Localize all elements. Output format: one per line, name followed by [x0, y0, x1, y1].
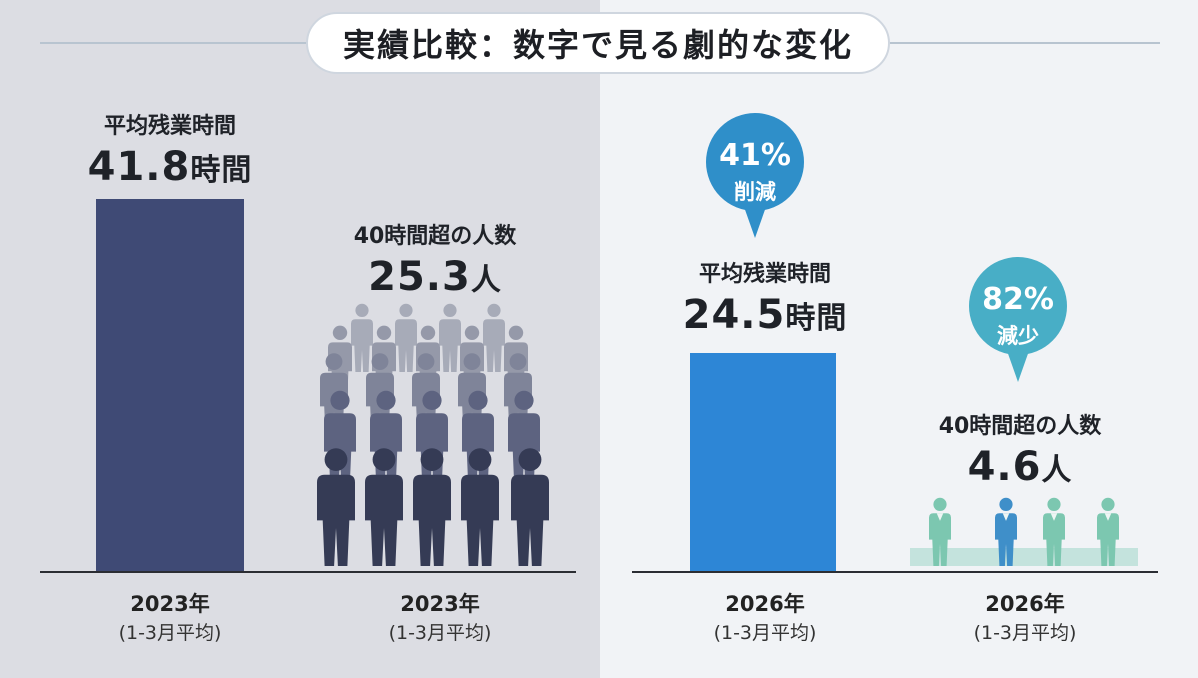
callout-41-value: 41%: [719, 138, 791, 173]
overtime-label-2023: 平均残業時間: [103, 114, 236, 139]
crowd-person-21: [365, 448, 403, 566]
callout-82-bubble: 82% 減少: [968, 256, 1068, 386]
crowd-person-24: [511, 448, 549, 566]
callout-82-shape: [969, 257, 1067, 382]
bar-overtime-2023: [96, 199, 244, 571]
bar-overtime-2026: [690, 352, 836, 571]
over40-value-2023: 25.3人: [320, 254, 550, 300]
team-person-2: [995, 497, 1017, 566]
crowd-person-3: [439, 303, 461, 372]
team-base-band: [910, 548, 1138, 566]
overtime-number-2026: 24.5: [682, 292, 786, 338]
over40-unit-2023: 人: [470, 263, 502, 298]
callout-41-shape: [706, 113, 804, 238]
over40-value-2026: 4.6人: [920, 444, 1120, 490]
overtime-value-2023: 41.8時間: [50, 144, 290, 190]
over40-label-2026: 40時間超の人数: [938, 414, 1102, 439]
callout-82-value: 82%: [982, 282, 1054, 317]
team-person-4: [1097, 497, 1119, 566]
over40-number-2023: 25.3: [368, 254, 471, 300]
crowd-person-22: [413, 448, 451, 566]
overtime-unit-2023: 時間: [190, 153, 253, 188]
crowd-person-23: [461, 448, 499, 566]
x-label-2026-overtime: 2026年: [725, 592, 805, 616]
over40-number-2026: 4.6: [967, 444, 1042, 490]
baseline-2023: [40, 571, 576, 573]
callout-41-text: 削減: [734, 180, 776, 204]
baseline-2026: [632, 571, 1158, 573]
crowd-person-4: [483, 303, 505, 372]
x-label-2023-overtime: 2023年: [130, 592, 210, 616]
x-label-2023-over40: 2023年: [400, 592, 480, 616]
x-sublabel-2026-over40: (1-3月平均): [973, 622, 1077, 644]
x-sublabel-2023-over40: (1-3月平均): [388, 622, 492, 644]
x-sublabel-2026-overtime: (1-3月平均): [713, 622, 817, 644]
callout-82-text: 減少: [997, 324, 1039, 348]
team-person-3: [1043, 497, 1065, 566]
crowd-person-1: [351, 303, 373, 372]
crowd-person-20: [317, 448, 355, 566]
crowd-person-2: [395, 303, 417, 372]
over40-label-2023: 40時間超の人数: [353, 224, 517, 249]
chart-title: 実績比較：数字で見る劇的な変化: [306, 12, 890, 74]
header-rule-right: [890, 42, 1160, 44]
overtime-number-2023: 41.8: [87, 144, 191, 190]
overtime-unit-2026: 時間: [785, 301, 848, 336]
team-person-1: [929, 497, 951, 566]
over40-unit-2026: 人: [1041, 453, 1073, 488]
header-rule-left: [40, 42, 306, 44]
x-label-2026-over40: 2026年: [985, 592, 1065, 616]
overtime-value-2026: 24.5時間: [650, 292, 880, 338]
callout-41-bubble: 41% 削減: [705, 112, 805, 242]
x-sublabel-2023-overtime: (1-3月平均): [118, 622, 222, 644]
overtime-label-2026: 平均残業時間: [698, 262, 831, 287]
